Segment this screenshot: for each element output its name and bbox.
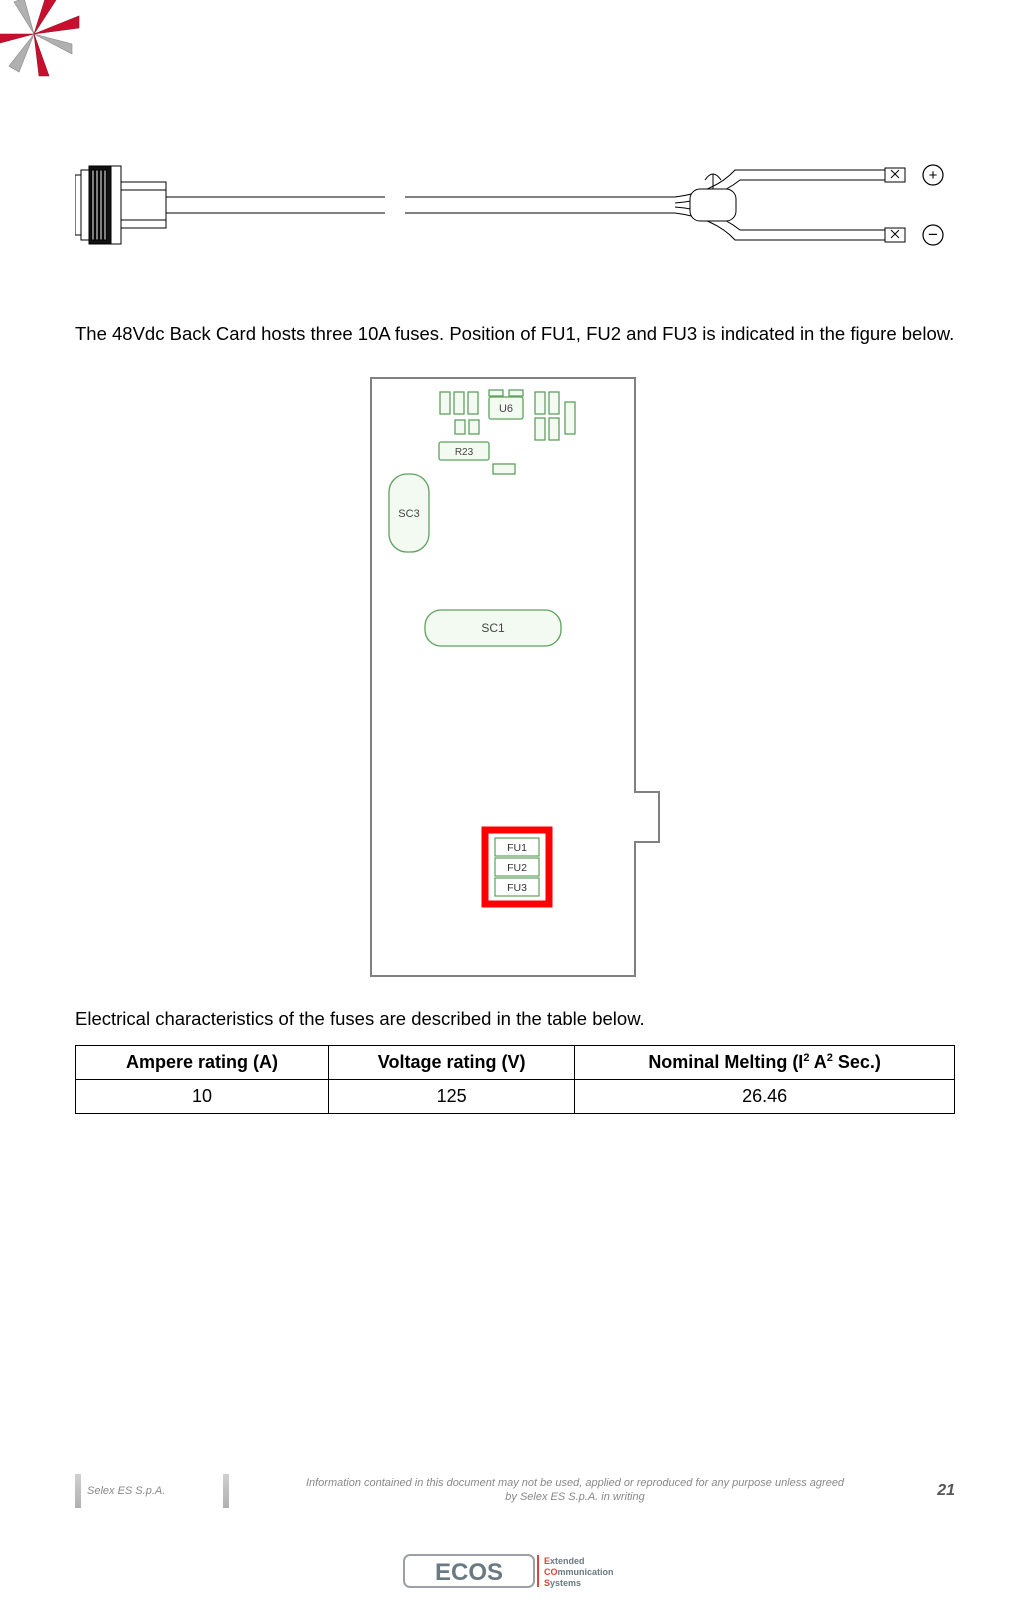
svg-text:Systems: Systems [544,1578,581,1588]
cable-diagram: + − [75,130,955,280]
pcb-label-sc3: SC3 [398,508,419,520]
pcb-diagram: U6 R23 SC3 SC1 FU1 FU2 FU3 [365,372,665,982]
th-voltage: Voltage rating (V) [329,1046,575,1080]
footer-company: Selex ES S.p.A. [87,1485,217,1497]
plus-symbol: + [929,167,938,184]
page-footer: Selex ES S.p.A. Information contained in… [75,1474,955,1508]
fuse-label-fu3: FU3 [507,882,527,894]
company-burst-logo [0,0,80,80]
footer-page-number: 21 [915,1482,955,1500]
fuse-characteristics-table: Ampere rating (A) Voltage rating (V) Nom… [75,1045,955,1114]
td-melting: 26.46 [575,1080,955,1114]
th-ampere: Ampere rating (A) [76,1046,329,1080]
footer-divider-mid [223,1474,229,1508]
pcb-label-r23: R23 [455,447,474,458]
fuse-label-fu2: FU2 [507,862,527,874]
footer-notice: Information contained in this document m… [235,1477,915,1505]
td-ampere: 10 [76,1080,329,1114]
svg-text:COmmunication: COmmunication [544,1567,614,1577]
pcb-label-sc1: SC1 [481,621,505,635]
pcb-label-u6: U6 [499,403,513,415]
fuse-label-fu1: FU1 [507,842,527,854]
page-content: + − The 48Vdc Back Card hosts three 10A … [75,130,955,1114]
paragraph-table-lead: Electrical characteristics of the fuses … [75,1002,955,1035]
paragraph-fuses-intro: The 48Vdc Back Card hosts three 10A fuse… [75,315,955,352]
pcb-figure-wrap: U6 R23 SC3 SC1 FU1 FU2 FU3 [75,372,955,982]
th-melting: Nominal Melting (I2 A2 Sec.) [575,1046,955,1080]
minus-symbol: − [928,225,938,244]
ecos-name: ECOS [435,1559,503,1586]
td-voltage: 125 [329,1080,575,1114]
ecos-logo: ECOS Extended COmmunication Systems [0,1551,1030,1591]
footer-divider-left [75,1474,81,1508]
svg-text:Extended: Extended [544,1556,585,1566]
